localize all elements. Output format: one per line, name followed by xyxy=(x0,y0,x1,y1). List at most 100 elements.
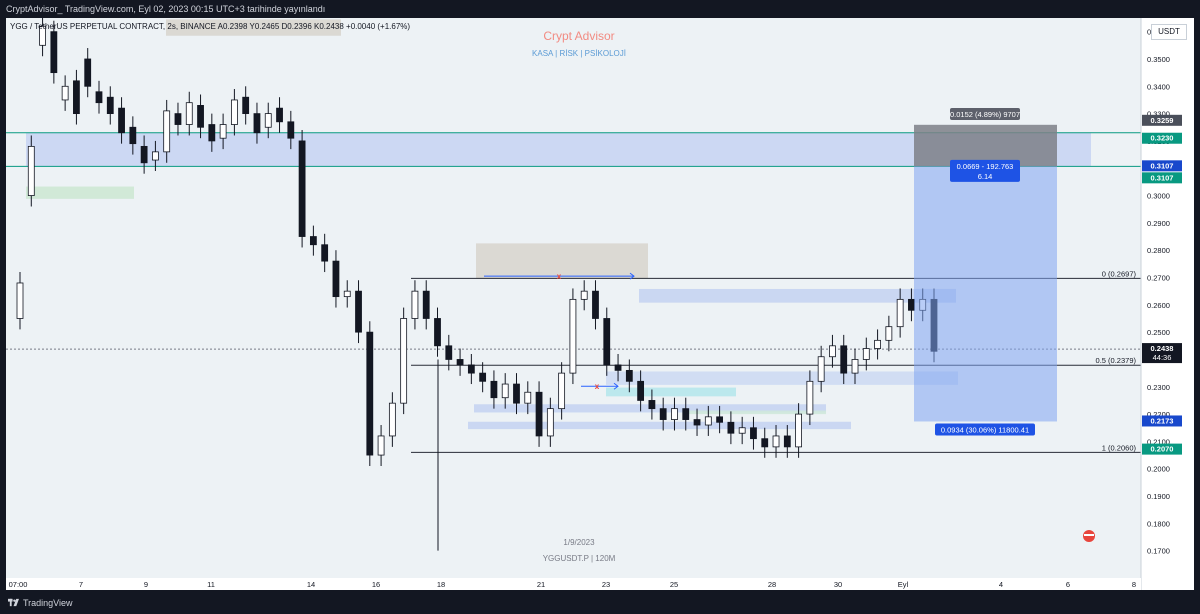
target-zone xyxy=(914,166,1057,422)
candle-body xyxy=(659,408,667,420)
candlestick-chart[interactable]: 0 (0.2697) 0.5 (0.2379) 1 (0.2060) x x 0.0152… xyxy=(6,18,1194,590)
y-tick-label: 0.2200 xyxy=(1147,410,1170,419)
x-tick-label: 25 xyxy=(670,580,678,589)
candle-body xyxy=(682,408,690,420)
candle-body xyxy=(27,145,35,196)
candle-body xyxy=(716,416,724,423)
fib-level-label: 1 (0.2060) xyxy=(1102,443,1137,452)
y-tick-label: 0.2800 xyxy=(1147,246,1170,255)
price-badge-bg xyxy=(1142,160,1182,172)
candle-body xyxy=(445,345,453,360)
price-badge: 0.2070 xyxy=(1151,445,1174,454)
watermark-subtitle: KASA | RİSK | PSİKOLOJİ xyxy=(532,49,626,58)
y-tick-label: 0.2300 xyxy=(1147,383,1170,392)
candle-body xyxy=(524,391,532,404)
position-risk-label: 0.0152 (4.89%) 9707 xyxy=(950,110,1020,119)
candle-body xyxy=(152,151,159,161)
tradingview-brand[interactable]: TradingView xyxy=(8,597,73,608)
candle-body xyxy=(219,124,227,139)
y-tick-label: 0.2600 xyxy=(1147,301,1170,310)
us-flag-stripe xyxy=(1084,534,1094,536)
candle-body xyxy=(185,102,193,125)
bar-countdown: 44:36 xyxy=(1153,353,1172,362)
position-risk-label-bg xyxy=(950,107,1020,120)
demand-zone-e xyxy=(606,371,958,385)
candle-body xyxy=(163,110,171,153)
candle-body xyxy=(874,339,881,349)
x-tick-label: 16 xyxy=(372,580,380,589)
candle-body xyxy=(411,290,419,319)
candle-body xyxy=(614,364,622,371)
candle-body xyxy=(253,113,261,134)
y-tick-label: 0.2500 xyxy=(1147,328,1170,337)
candle-body xyxy=(287,121,295,139)
x-tick-label: 11 xyxy=(207,580,215,589)
fib-level-label: 0 (0.2697) xyxy=(1102,269,1137,278)
center-date: 1/9/2023 xyxy=(563,538,595,547)
candle-body xyxy=(806,380,814,415)
candle-body xyxy=(862,348,870,360)
symbol-name: YGG / TetherUS PERPETUAL CONTRACT, 2s, B… xyxy=(10,22,216,31)
candle-body xyxy=(174,113,182,125)
demand-zone-a xyxy=(606,387,736,397)
x-tick-label: 28 xyxy=(768,580,776,589)
top-supply-zone xyxy=(166,19,341,36)
arrow-head-icon xyxy=(613,382,619,390)
candle-body xyxy=(625,369,633,382)
candle-body xyxy=(16,282,24,319)
price-badge: 0.3230 xyxy=(1151,134,1174,143)
candle-body xyxy=(276,107,283,123)
candle-body xyxy=(761,438,769,448)
x-tick-label: 9 xyxy=(144,580,148,589)
candle-body xyxy=(795,413,802,448)
y-tick-label: 0.2700 xyxy=(1147,274,1170,283)
candle-body xyxy=(908,298,915,311)
candle-body xyxy=(750,427,757,440)
currency-label[interactable]: USDT xyxy=(1151,24,1187,40)
ohlc-values: A0.2398 Y0.2465 D0.2396 K0.2438 +0.0040 … xyxy=(217,22,411,31)
candle-body xyxy=(671,408,678,420)
price-badge: 0.2173 xyxy=(1151,416,1174,425)
candle-body xyxy=(738,427,746,434)
demand-zone-left xyxy=(26,186,134,199)
candle-body xyxy=(118,107,125,134)
position-reward-label: 0.0934 (30.06%) 11800.41 xyxy=(941,425,1029,434)
footer-bar: TradingView xyxy=(0,594,1200,614)
x-tick-label: 7 xyxy=(79,580,83,589)
candle-body xyxy=(513,383,520,404)
y-tick-label: 0.1900 xyxy=(1147,492,1170,501)
candle-body xyxy=(343,290,351,298)
demand-zone-d xyxy=(686,410,826,415)
x-tick-label: Eyl xyxy=(898,580,909,589)
y-tick-label: 0.3300 xyxy=(1147,110,1170,119)
position-ratio-label: 0.0669 - 192.763 xyxy=(957,162,1014,171)
candle-body xyxy=(535,391,543,437)
y-tick-label: 0.3000 xyxy=(1147,192,1170,201)
symbol-info: YGG / TetherUS PERPETUAL CONTRACT, 2s, B… xyxy=(10,22,410,31)
price-badge: 0.3107 xyxy=(1151,173,1174,182)
candle-body xyxy=(693,419,701,426)
price-badge-bg xyxy=(1142,114,1182,126)
candle-body xyxy=(456,359,464,366)
candle-body xyxy=(84,58,92,87)
author-line: CryptAdvisor_ TradingView.com, Eyl 02, 2… xyxy=(6,4,326,14)
candle-body xyxy=(106,96,114,115)
position-ratio-bg xyxy=(950,159,1020,182)
candle-body xyxy=(50,31,58,74)
price-badge-bg xyxy=(1142,132,1182,144)
price-badge: 0.3107 xyxy=(1151,161,1174,170)
cross-marker: x xyxy=(595,382,600,391)
candle-body xyxy=(580,290,588,300)
price-badge-bg xyxy=(1142,343,1182,364)
x-tick-label: 30 xyxy=(834,580,842,589)
candle-body xyxy=(569,298,577,374)
candle-body xyxy=(242,96,250,115)
x-tick-label: 21 xyxy=(537,580,545,589)
resistance-zone xyxy=(26,132,1091,167)
candle-body xyxy=(355,290,362,333)
candle-body xyxy=(896,298,904,328)
candle-body xyxy=(309,236,317,246)
candle-body xyxy=(230,99,238,125)
candle-body xyxy=(129,126,137,145)
chart-canvas[interactable]: 0 (0.2697) 0.5 (0.2379) 1 (0.2060) x x 0.0152… xyxy=(6,18,1194,590)
